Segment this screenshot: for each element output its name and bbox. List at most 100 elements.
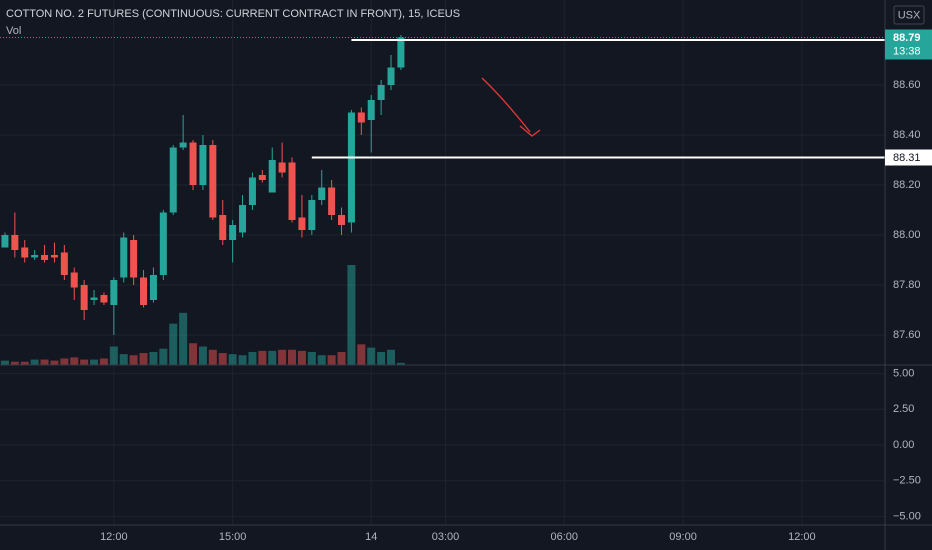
volume-bar [288, 349, 297, 365]
y2-tick-label: 5.00 [893, 367, 914, 379]
volume-bar [278, 349, 287, 365]
x-tick-label: 14 [365, 531, 377, 543]
candle-body [80, 285, 88, 310]
candle-body [338, 215, 346, 225]
candle-body [120, 237, 128, 278]
candle-body [199, 145, 207, 185]
volume-bar [20, 361, 29, 365]
volume-bar [60, 358, 69, 365]
candle-body [169, 147, 177, 213]
volume-bar [396, 362, 405, 365]
candle-body [60, 252, 68, 275]
y-tick-label: 87.80 [893, 279, 921, 291]
candle-body [288, 162, 296, 220]
candle-body [248, 177, 256, 205]
y-tick-label: 88.40 [893, 129, 921, 141]
volume-bar [367, 347, 376, 365]
candle-body [110, 280, 118, 305]
volume-bar [109, 346, 118, 365]
volume-bar [189, 343, 198, 365]
candle-body [100, 295, 108, 303]
volume-bar [30, 359, 39, 365]
volume-bar [99, 358, 108, 365]
candle-body [229, 225, 237, 240]
volume-bar [357, 344, 366, 365]
currency[interactable]: USX [898, 9, 921, 21]
y2-tick-label: −5.00 [893, 510, 921, 522]
x-tick-label: 03:00 [432, 531, 460, 543]
price-label: 88.31 [893, 152, 921, 164]
volume-bar [238, 355, 247, 365]
volume-bar [387, 349, 396, 365]
candle-body [140, 277, 148, 305]
candle-body [159, 212, 167, 275]
x-tick-label: 15:00 [219, 531, 247, 543]
candle-body [397, 37, 405, 68]
y-tick-label: 88.60 [893, 79, 921, 91]
y-tick-label: 88.00 [893, 229, 921, 241]
volume-bar [347, 265, 356, 365]
candle-body [130, 240, 138, 278]
volume-bar [258, 350, 267, 365]
volume-bar [90, 359, 99, 365]
volume-bar [317, 355, 326, 365]
y-tick-label: 87.60 [893, 329, 921, 341]
candle-body [308, 200, 316, 230]
volume-bar [169, 323, 178, 365]
y2-tick-label: −2.50 [893, 475, 921, 487]
volume-bar [337, 351, 346, 365]
candle-body [209, 145, 217, 218]
volume-bar [119, 354, 128, 365]
candle-body [387, 67, 395, 85]
volume-bar [377, 351, 386, 365]
candle-body [41, 255, 49, 260]
x-tick-label: 06:00 [550, 531, 578, 543]
candle-body [21, 247, 29, 258]
candle-body [31, 255, 39, 258]
marks [0, 35, 885, 365]
volume-bar [149, 351, 158, 365]
candle-body [298, 217, 306, 230]
candle-body [149, 275, 157, 300]
volume-bar [139, 353, 148, 365]
candle-body [219, 215, 227, 240]
last-price-label: 88.79 [893, 32, 921, 44]
volume-bar [80, 359, 89, 365]
volume-bar [0, 360, 9, 365]
candle-body [11, 235, 19, 250]
y2-tick-label: 0.00 [893, 439, 914, 451]
volume-bar [70, 357, 79, 365]
volume-bar [208, 349, 217, 365]
volume-bar [307, 351, 316, 365]
y2-tick-label: 2.50 [893, 403, 914, 415]
drawn-arrow [481, 77, 541, 137]
volume-bar [40, 359, 49, 365]
volume-bar [218, 353, 227, 365]
x-tick-label: 12:00 [788, 531, 816, 543]
candle-body [179, 142, 187, 148]
candle-body [377, 85, 385, 100]
volume-bar [179, 312, 188, 365]
candle-body [347, 112, 355, 223]
candle-body [367, 100, 375, 120]
volume-bar [327, 355, 336, 365]
price-label-box [885, 149, 932, 166]
volume-bar [129, 355, 138, 365]
last-price-box [885, 29, 932, 60]
candle-body [90, 297, 98, 300]
volume-bar [228, 354, 237, 365]
countdown-label: 13:38 [893, 45, 921, 57]
candle-body [1, 235, 9, 248]
currency-box[interactable] [893, 5, 925, 25]
candle-body [278, 162, 286, 173]
chart-title: COTTON NO. 2 FUTURES (CONTINUOUS: CURREN… [6, 8, 460, 20]
candle-body [189, 142, 197, 185]
candle-body [318, 187, 326, 200]
volume-label: Vol [6, 25, 21, 37]
candle-body [239, 205, 247, 233]
candle-body [357, 112, 365, 123]
volume-bar [198, 346, 207, 365]
volume-bar [10, 361, 19, 365]
x-tick-label: 09:00 [669, 531, 697, 543]
